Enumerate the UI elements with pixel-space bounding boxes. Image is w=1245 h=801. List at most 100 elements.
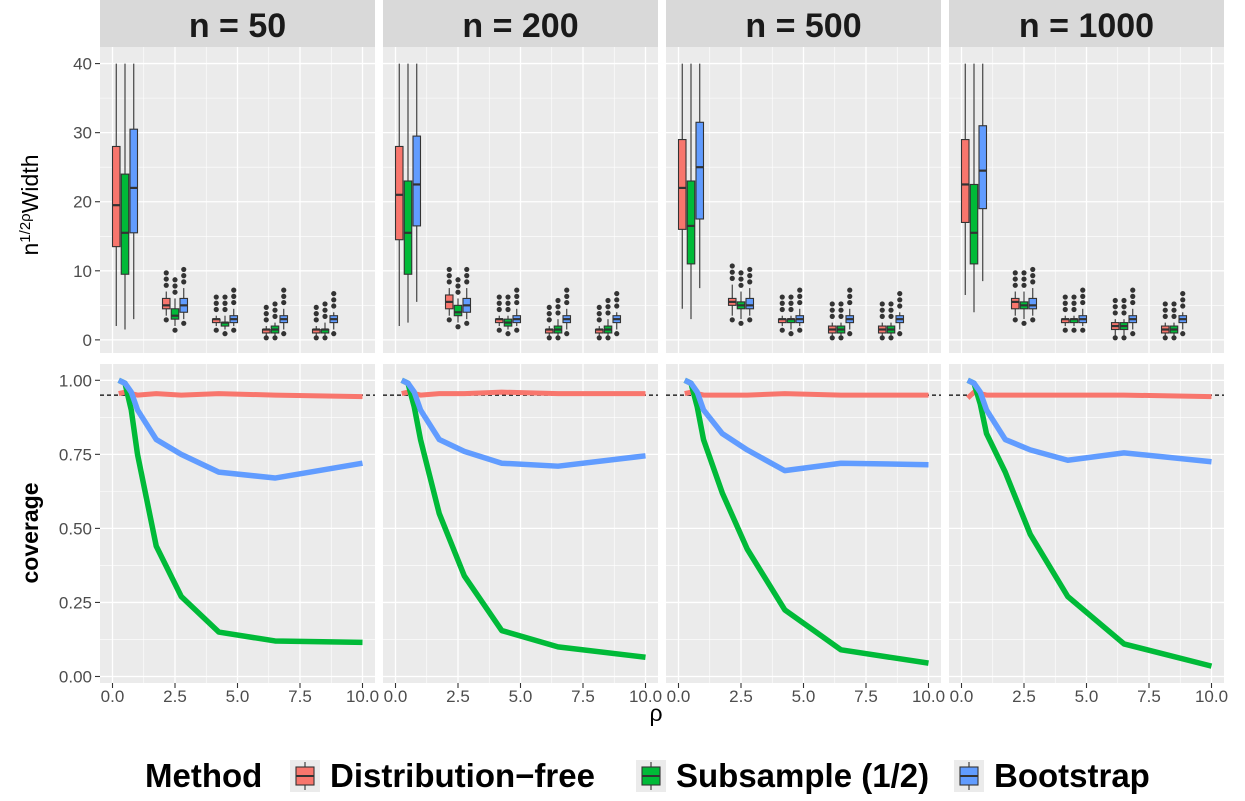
box-body xyxy=(403,180,413,275)
box-outlier xyxy=(1130,331,1136,337)
box-outlier xyxy=(838,335,844,341)
coverage-line-bootstrap xyxy=(683,377,929,474)
box-outlier xyxy=(163,282,169,288)
y-tick-label: 0 xyxy=(83,331,92,350)
facet-strip xyxy=(383,0,658,47)
box-outlier xyxy=(1171,301,1177,307)
top-y-title-rest: Width xyxy=(17,155,43,214)
box-outlier xyxy=(614,297,620,303)
x-tick-label: 7.5 xyxy=(571,687,595,706)
box-outlier xyxy=(181,266,187,273)
box-outlier xyxy=(172,277,178,283)
box-bootstrap xyxy=(978,63,988,282)
y-tick-label: 40 xyxy=(73,55,92,74)
box-outlier xyxy=(897,303,903,309)
box-outlier xyxy=(313,317,319,323)
box-outlier xyxy=(1062,306,1068,313)
x-tick-label: 0.0 xyxy=(950,687,974,706)
box-outlier xyxy=(213,327,219,333)
x-axis-title: ρ xyxy=(649,700,662,726)
coverage-line-subsample-1-2- xyxy=(117,377,363,646)
box-bootstrap xyxy=(1078,287,1088,333)
box-distribution-free xyxy=(161,270,171,323)
box-outlier xyxy=(313,304,319,311)
box-outlier xyxy=(172,289,178,295)
box-subsample-1-2- xyxy=(1069,294,1079,333)
box-outlier xyxy=(231,327,237,333)
box-outlier xyxy=(181,279,187,285)
box-outlier xyxy=(555,335,561,341)
box-outlier xyxy=(272,301,278,307)
box-outlier xyxy=(888,313,894,319)
box-outlier xyxy=(496,300,502,306)
box-outlier xyxy=(213,300,219,306)
box-outlier xyxy=(729,263,735,269)
box-outlier xyxy=(446,317,452,323)
box-outlier xyxy=(172,327,178,333)
box-subsample-1-2- xyxy=(553,297,563,341)
box-body xyxy=(129,128,139,234)
legend-item: Bootstrap xyxy=(954,757,1150,794)
x-tick-label: 0.0 xyxy=(101,687,125,706)
box-outlier xyxy=(1071,300,1077,306)
box-outlier xyxy=(281,287,287,293)
box-subsample-1-2- xyxy=(736,270,746,326)
box-body xyxy=(677,139,687,230)
box-outlier xyxy=(1080,287,1086,293)
legend-title: Method xyxy=(145,757,262,794)
coverage-line-bootstrap xyxy=(117,377,363,481)
facet-strip-label: n = 50 xyxy=(189,7,286,45)
box-body xyxy=(412,135,422,227)
box-outlier xyxy=(231,287,237,293)
box-outlier xyxy=(546,304,552,311)
box-outlier xyxy=(1062,294,1068,300)
box-outlier xyxy=(505,331,511,337)
box-outlier xyxy=(614,290,620,297)
x-tick-label: 7.5 xyxy=(288,687,312,706)
y-tick-label: 20 xyxy=(73,193,92,212)
facet-strip-label: n = 500 xyxy=(745,7,861,45)
box-outlier xyxy=(897,297,903,303)
box-outlier xyxy=(172,283,178,289)
box-outlier xyxy=(605,297,611,304)
x-tick-label: 2.5 xyxy=(729,687,753,706)
box-bootstrap xyxy=(695,63,705,289)
box-outlier xyxy=(1162,307,1168,313)
box-distribution-free xyxy=(827,301,837,341)
box-bootstrap xyxy=(512,287,522,333)
x-tick-label: 10.0 xyxy=(346,687,379,706)
box-outlier xyxy=(847,299,853,306)
box-distribution-free xyxy=(394,63,404,327)
box-outlier xyxy=(838,301,844,307)
box-outlier xyxy=(331,303,337,309)
box-body xyxy=(161,297,171,310)
box-outlier xyxy=(797,293,803,299)
box-outlier xyxy=(455,289,461,295)
legend-key-subsample-1-2- xyxy=(636,760,666,792)
box-outlier xyxy=(1012,317,1018,323)
box-distribution-free xyxy=(444,266,454,323)
coverage-line-distribution-free xyxy=(401,389,646,398)
box-distribution-free xyxy=(311,304,321,341)
box-distribution-free xyxy=(494,294,504,333)
box-outlier xyxy=(596,311,602,317)
box-outlier xyxy=(1012,276,1018,282)
box-bootstrap xyxy=(895,290,905,337)
box-distribution-free xyxy=(544,304,554,341)
box-outlier xyxy=(1080,299,1086,306)
coverage-line-bootstrap xyxy=(966,377,1212,465)
box-outlier xyxy=(605,335,611,341)
box-bootstrap xyxy=(612,290,622,337)
box-distribution-free xyxy=(1010,270,1020,323)
box-outlier xyxy=(455,324,461,330)
box-outlier xyxy=(1071,306,1077,313)
box-bootstrap xyxy=(412,63,422,302)
box-outlier xyxy=(797,287,803,293)
box-subsample-1-2- xyxy=(836,301,846,341)
box-subsample-1-2- xyxy=(886,301,896,341)
box-outlier xyxy=(263,311,269,317)
top-y-axis-title: n1/2ρWidth xyxy=(17,155,43,256)
box-subsample-1-2- xyxy=(120,63,130,330)
facet-panel-3: n = 500 0.0 2.5 5.0 7.5 10.0 xyxy=(666,0,945,706)
box-outlier xyxy=(564,287,570,293)
